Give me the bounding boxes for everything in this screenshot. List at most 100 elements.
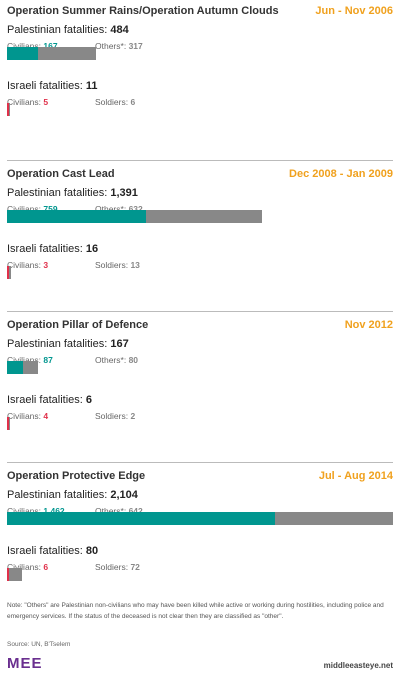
civilians-bar [7, 417, 9, 430]
soldiers-value: 13 [130, 260, 140, 270]
civilians-label: Civilians: 167 [7, 41, 58, 51]
operation-date: Nov 2012 [344, 319, 393, 331]
soldiers-value: 2 [130, 411, 136, 421]
others-value: 642 [128, 506, 143, 516]
label: Civilians: [7, 506, 42, 516]
others-bar [146, 210, 263, 223]
civilians-value: 167 [43, 41, 58, 51]
operation-title: Operation Cast Lead [7, 168, 115, 180]
soldiers-bar [8, 103, 10, 116]
palestinian-heading: Palestinian fatalities: 2,104 [7, 489, 138, 501]
soldiers-label: Soldiers: 2 [95, 411, 135, 421]
others-bar [22, 361, 38, 374]
civilians-value: 87 [43, 355, 53, 365]
heading-label: Israeli fatalities: [7, 394, 83, 406]
civilians-label: Civilians: 5 [7, 97, 48, 107]
label: Civilians: [7, 204, 42, 214]
divider [7, 462, 393, 463]
others-value: 80 [128, 355, 139, 365]
divider [7, 160, 393, 161]
heading-total: 167 [110, 338, 129, 350]
label: Soldiers: [95, 411, 129, 421]
heading-label: Palestinian fatalities: [7, 187, 108, 199]
heading-total: 1,391 [110, 187, 138, 199]
others-bar [37, 47, 96, 60]
label: Civilians: [7, 260, 42, 270]
label: Civilians: [7, 562, 42, 572]
soldiers-bar [8, 266, 11, 279]
civilians-value: 3 [43, 260, 49, 270]
divider [7, 311, 393, 312]
soldiers-value: 6 [130, 97, 136, 107]
civilians-bar [7, 568, 9, 581]
heading-label: Israeli fatalities: [7, 545, 83, 557]
civilians-value: 5 [43, 97, 49, 107]
label: Civilians: [7, 355, 42, 365]
soldiers-value: 72 [130, 562, 140, 572]
civilians-bar [7, 266, 9, 279]
operation-date: Jun - Nov 2006 [315, 5, 393, 17]
label: Others*: [95, 204, 127, 214]
heading-label: Palestinian fatalities: [7, 338, 108, 350]
label: Civilians: [7, 41, 42, 51]
civilians-bar [7, 210, 147, 223]
heading-label: Palestinian fatalities: [7, 489, 108, 501]
civilians-value: 759 [43, 204, 58, 214]
civilians-value: 6 [43, 562, 49, 572]
civilians-value: 4 [43, 411, 49, 421]
soldiers-label: Soldiers: 6 [95, 97, 135, 107]
israeli-heading: Israeli fatalities: 16 [7, 243, 98, 255]
civilians-label: Civilians: 87 [7, 355, 53, 365]
israeli-heading: Israeli fatalities: 11 [7, 80, 98, 92]
civilians-value: 1,462 [43, 506, 65, 516]
civilians-bar [7, 361, 23, 374]
soldiers-label: Soldiers: 13 [95, 260, 140, 270]
civilians-label: Civilians: 1,462 [7, 506, 65, 516]
civilians-bar [7, 103, 9, 116]
heading-total: 16 [85, 243, 99, 255]
heading-total: 484 [110, 24, 129, 36]
operation-date: Dec 2008 - Jan 2009 [289, 168, 393, 180]
note: Note: "Others" are Palestinian non-civil… [7, 602, 384, 620]
civilians-bar [7, 47, 38, 60]
label: Others*: [95, 41, 127, 51]
operation-title: Operation Summer Rains/Operation Autumn … [7, 5, 279, 17]
heading-total: 11 [85, 80, 98, 92]
label: Others*: [95, 506, 127, 516]
label: Others*: [95, 355, 127, 365]
others-value: 632 [128, 204, 143, 214]
label: Civilians: [7, 97, 42, 107]
others-bar [275, 512, 393, 525]
source: Source: UN, B'Tselem [7, 641, 71, 648]
others-value: 317 [128, 41, 143, 51]
operation-title: Operation Pillar of Defence [7, 319, 149, 331]
heading-total: 2,104 [110, 489, 138, 501]
palestinian-heading: Palestinian fatalities: 167 [7, 338, 129, 350]
others-label: Others*: 317 [95, 41, 143, 51]
operation-title: Operation Protective Edge [7, 470, 146, 482]
soldiers-label: Soldiers: 72 [95, 562, 140, 572]
logo: MEE [7, 655, 43, 672]
civilians-label: Civilians: 4 [7, 411, 48, 421]
label: Soldiers: [95, 562, 129, 572]
civilians-label: Civilians: 6 [7, 562, 48, 572]
palestinian-heading: Palestinian fatalities: 484 [7, 24, 129, 36]
label: Soldiers: [95, 97, 129, 107]
civilians-label: Civilians: 3 [7, 260, 48, 270]
operation-date: Jul - Aug 2014 [318, 470, 393, 482]
israeli-heading: Israeli fatalities: 6 [7, 394, 92, 406]
others-label: Others*: 80 [95, 355, 138, 365]
heading-total: 6 [85, 394, 92, 406]
others-label: Others*: 642 [95, 506, 143, 516]
site: middleeasteye.net [323, 661, 393, 670]
heading-label: Palestinian fatalities: [7, 24, 108, 36]
heading-total: 80 [85, 545, 99, 557]
label: Soldiers: [95, 260, 129, 270]
others-label: Others*: 632 [95, 204, 143, 214]
label: Civilians: [7, 411, 42, 421]
soldiers-bar [8, 568, 22, 581]
heading-label: Israeli fatalities: [7, 243, 83, 255]
civilians-label: Civilians: 759 [7, 204, 58, 214]
heading-label: Israeli fatalities: [7, 80, 83, 92]
